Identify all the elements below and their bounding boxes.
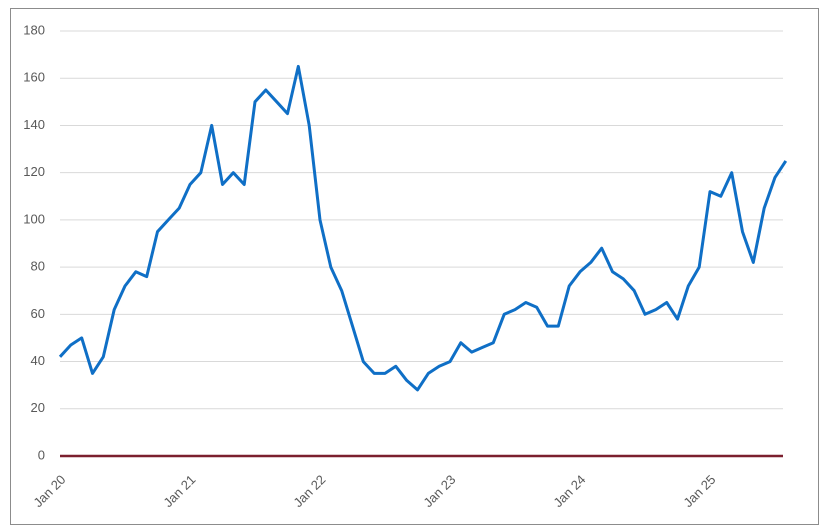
y-tick-label: 120: [23, 164, 45, 179]
y-tick-label: 160: [23, 70, 45, 85]
y-tick-label: 180: [23, 22, 45, 37]
x-tick-label: Jan 20: [30, 472, 68, 510]
y-tick-label: 40: [31, 353, 45, 368]
x-tick-label: Jan 25: [680, 472, 718, 510]
x-tick-label: Jan 23: [420, 472, 458, 510]
chart-border: [10, 8, 819, 525]
y-tick-label: 20: [31, 400, 45, 415]
y-tick-label: 80: [31, 259, 45, 274]
y-tick-label: 60: [31, 306, 45, 321]
line-series: [58, 64, 788, 392]
x-tick-label: Jan 24: [550, 472, 588, 510]
x-tick-label: Jan 22: [290, 472, 328, 510]
y-tick-label: 100: [23, 211, 45, 226]
y-tick-label: 140: [23, 117, 45, 132]
y-tick-label: 0: [38, 447, 45, 462]
x-tick-label: Jan 21: [160, 472, 198, 510]
